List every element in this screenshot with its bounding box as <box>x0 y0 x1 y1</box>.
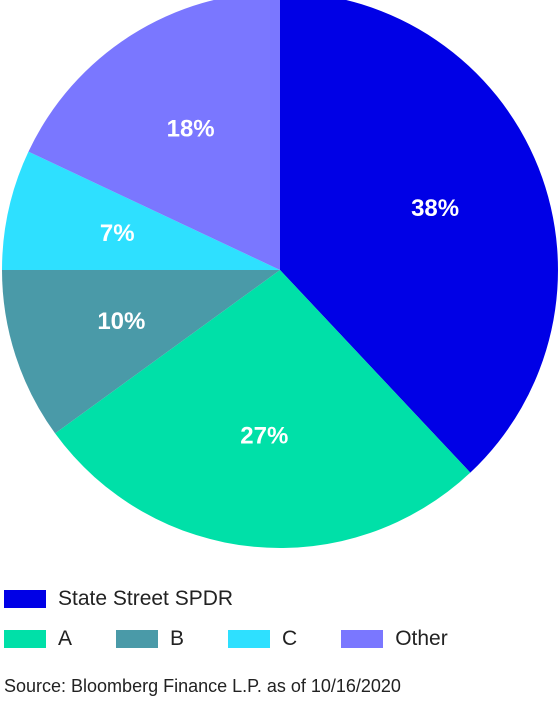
source-note: Source: Bloomberg Finance L.P. as of 10/… <box>4 676 401 696</box>
legend-item-a: A <box>4 627 72 651</box>
legend-row: A B C Other <box>4 624 556 654</box>
legend-item-c: C <box>228 627 297 651</box>
pie-slice-other <box>28 0 280 270</box>
pie-chart: 38% 27% 10% 7% 18% <box>2 0 558 549</box>
legend-swatch <box>4 590 46 608</box>
legend-label: Other <box>395 627 448 650</box>
legend-label: C <box>282 627 298 650</box>
pie-slice-b <box>2 270 280 434</box>
legend-row: State Street SPDR <box>4 584 556 614</box>
legend-label: State Street SPDR <box>58 587 234 610</box>
pie-slice-a <box>55 270 471 549</box>
legend-swatch <box>116 630 159 648</box>
legend-swatch <box>4 630 46 648</box>
legend-item-other: Other <box>341 627 448 651</box>
slice-label-other: 18% <box>167 116 215 143</box>
legend-item-state-street-spdr: State Street SPDR <box>4 587 233 611</box>
slice-label-a: 27% <box>240 423 288 450</box>
legend-item-b: B <box>116 627 184 651</box>
legend-swatch <box>228 630 271 648</box>
legend-label: A <box>58 627 73 650</box>
pie-slice-c <box>2 151 280 270</box>
legend: State Street SPDR A B C Other <box>4 584 556 664</box>
slice-label-b: 10% <box>97 308 145 335</box>
slice-label-state-street-spdr: 38% <box>411 195 459 222</box>
legend-label: B <box>170 627 185 650</box>
pie-chart-svg: 38% 27% 10% 7% 18% <box>2 0 558 549</box>
slice-label-c: 7% <box>100 220 135 247</box>
pie-slices <box>2 0 558 549</box>
legend-swatch <box>341 630 384 648</box>
pie-slice-state-street-spdr <box>280 0 558 473</box>
pie-slice-labels: 38% 27% 10% 7% 18% <box>97 116 459 450</box>
